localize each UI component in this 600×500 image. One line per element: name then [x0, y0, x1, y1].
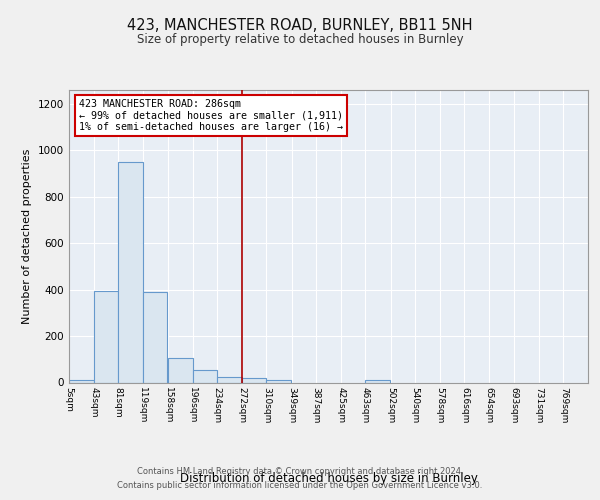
Text: 423 MANCHESTER ROAD: 286sqm
← 99% of detached houses are smaller (1,911)
1% of s: 423 MANCHESTER ROAD: 286sqm ← 99% of det… [79, 99, 343, 132]
Bar [266, 380, 291, 382]
X-axis label: Distribution of detached houses by size in Burnley: Distribution of detached houses by size … [179, 472, 478, 486]
Bar [365, 380, 390, 382]
Bar [94, 291, 118, 382]
Bar [168, 358, 193, 382]
Bar [118, 162, 143, 382]
Text: Contains HM Land Registry data © Crown copyright and database right 2024.: Contains HM Land Registry data © Crown c… [137, 467, 463, 476]
Bar [242, 378, 266, 382]
Text: 423, MANCHESTER ROAD, BURNLEY, BB11 5NH: 423, MANCHESTER ROAD, BURNLEY, BB11 5NH [127, 18, 473, 32]
Bar [143, 292, 167, 382]
Bar [217, 376, 242, 382]
Text: Contains public sector information licensed under the Open Government Licence v3: Contains public sector information licen… [118, 481, 482, 490]
Y-axis label: Number of detached properties: Number of detached properties [22, 148, 32, 324]
Bar [69, 380, 94, 382]
Bar [193, 370, 217, 382]
Text: Size of property relative to detached houses in Burnley: Size of property relative to detached ho… [137, 32, 463, 46]
